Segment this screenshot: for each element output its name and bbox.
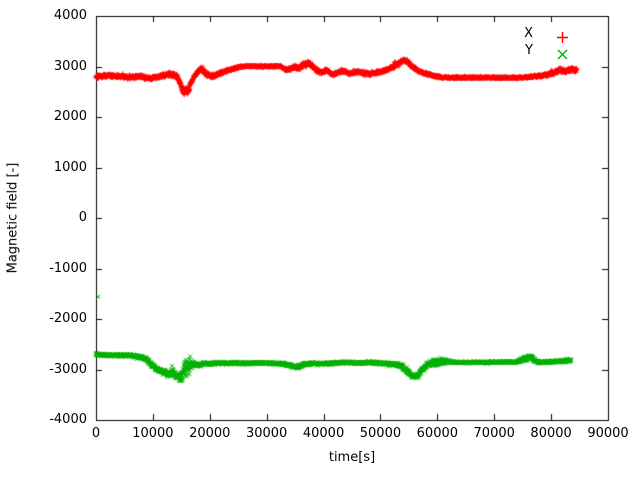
legend-entry-y: Y: [524, 42, 568, 60]
y-tick-label: -4000: [49, 412, 87, 427]
x-tick-label: 10000: [132, 426, 174, 441]
y-tick-label: -2000: [49, 311, 87, 326]
x-tick-label: 80000: [530, 426, 572, 441]
x-tick-label: 40000: [302, 426, 345, 441]
legend-label-x: X: [524, 26, 533, 41]
cross-marker-icon: [557, 45, 568, 60]
legend-entry-x: X: [524, 25, 568, 43]
y-tick-label: -1000: [49, 260, 87, 276]
plus-marker-icon: [557, 28, 568, 43]
y-tick-label: 1000: [53, 159, 87, 175]
x-tick-label: 70000: [473, 426, 515, 441]
x-tick-label: 90000: [587, 426, 629, 441]
y-tick-label: 0: [78, 210, 87, 225]
x-tick-label: 30000: [245, 426, 288, 441]
x-tick-label: 60000: [416, 426, 459, 441]
y-tick-label: 2000: [53, 109, 87, 124]
x-axis-title: time[s]: [328, 450, 376, 465]
x-tick-label: 50000: [359, 426, 402, 441]
y-tick-label: 3000: [53, 58, 87, 74]
x-tick-label: 0: [91, 426, 101, 441]
y-axis-title: Magnetic field [-]: [5, 162, 21, 274]
x-tick-label: 20000: [189, 426, 231, 441]
y-tick-label: -3000: [49, 361, 87, 377]
legend: X Y: [524, 25, 568, 60]
legend-label-y: Y: [525, 43, 533, 58]
y-tick-label: 4000: [53, 8, 87, 23]
